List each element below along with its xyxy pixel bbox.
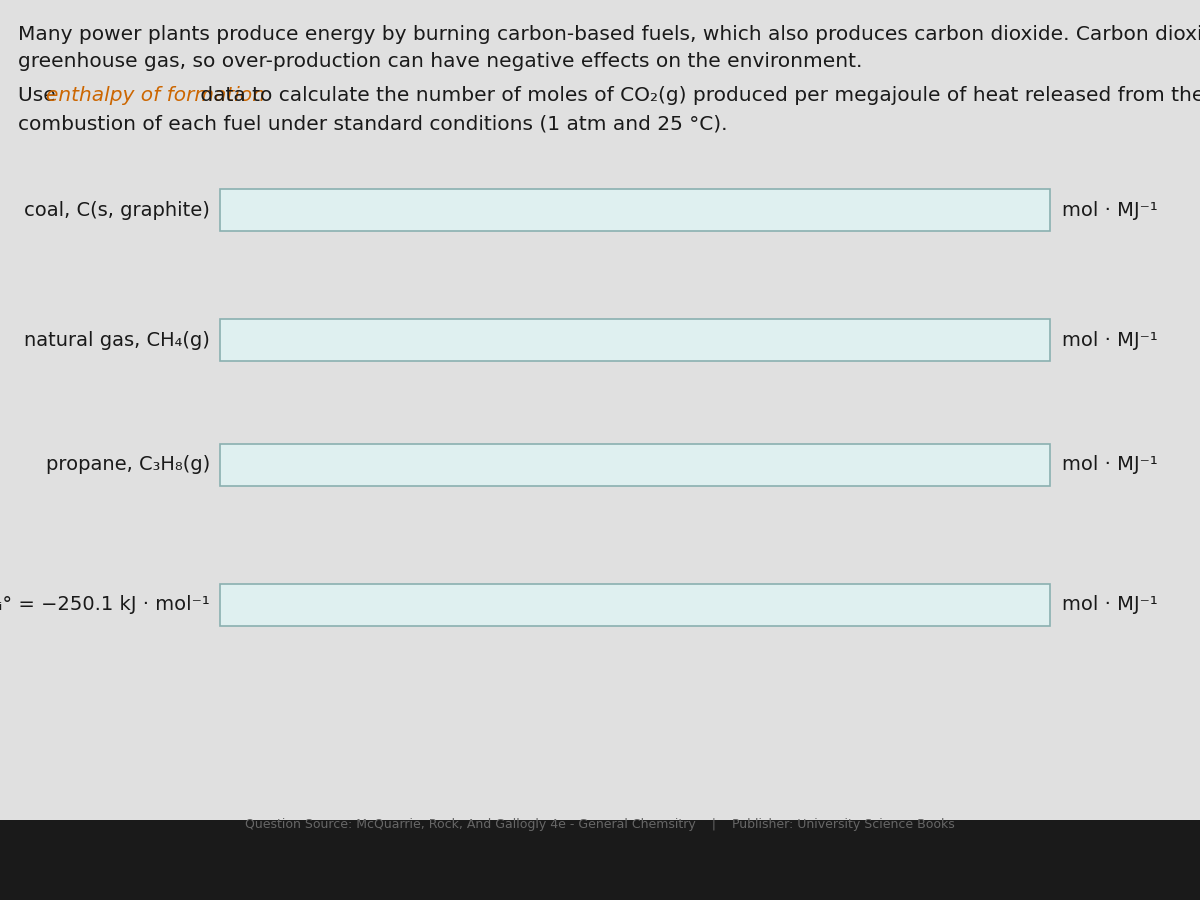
Text: octane, C₈H₁₈, ΔHᵢ° = −250.1 kJ · mol⁻¹: octane, C₈H₁₈, ΔHᵢ° = −250.1 kJ · mol⁻¹ — [0, 596, 210, 615]
Text: Question Source: McQuarrie, Rock, And Gallogly 4e - General Chemsitry    |    Pu: Question Source: McQuarrie, Rock, And Ga… — [245, 818, 955, 831]
Text: mol · MJ⁻¹: mol · MJ⁻¹ — [1062, 330, 1158, 349]
Text: natural gas, CH₄(g): natural gas, CH₄(g) — [24, 330, 210, 349]
Text: enthalpy of formation: enthalpy of formation — [46, 86, 265, 105]
Text: Use: Use — [18, 86, 62, 105]
Text: mol · MJ⁻¹: mol · MJ⁻¹ — [1062, 455, 1158, 474]
Text: greenhouse gas, so over-production can have negative effects on the environment.: greenhouse gas, so over-production can h… — [18, 52, 863, 71]
Text: propane, C₃H₈(g): propane, C₃H₈(g) — [46, 455, 210, 474]
Text: coal, C(s, graphite): coal, C(s, graphite) — [24, 201, 210, 220]
Text: mol · MJ⁻¹: mol · MJ⁻¹ — [1062, 201, 1158, 220]
FancyBboxPatch shape — [220, 444, 1050, 486]
Text: data to calculate the number of moles of CO₂(g) produced per megajoule of heat r: data to calculate the number of moles of… — [194, 86, 1200, 105]
FancyBboxPatch shape — [0, 0, 1200, 840]
Text: mol · MJ⁻¹: mol · MJ⁻¹ — [1062, 596, 1158, 615]
FancyBboxPatch shape — [220, 319, 1050, 361]
FancyBboxPatch shape — [0, 820, 1200, 900]
Text: Many power plants produce energy by burning carbon-based fuels, which also produ: Many power plants produce energy by burn… — [18, 25, 1200, 44]
FancyBboxPatch shape — [220, 189, 1050, 231]
FancyBboxPatch shape — [220, 584, 1050, 626]
Text: combustion of each fuel under standard conditions (1 atm and 25 °C).: combustion of each fuel under standard c… — [18, 114, 727, 133]
